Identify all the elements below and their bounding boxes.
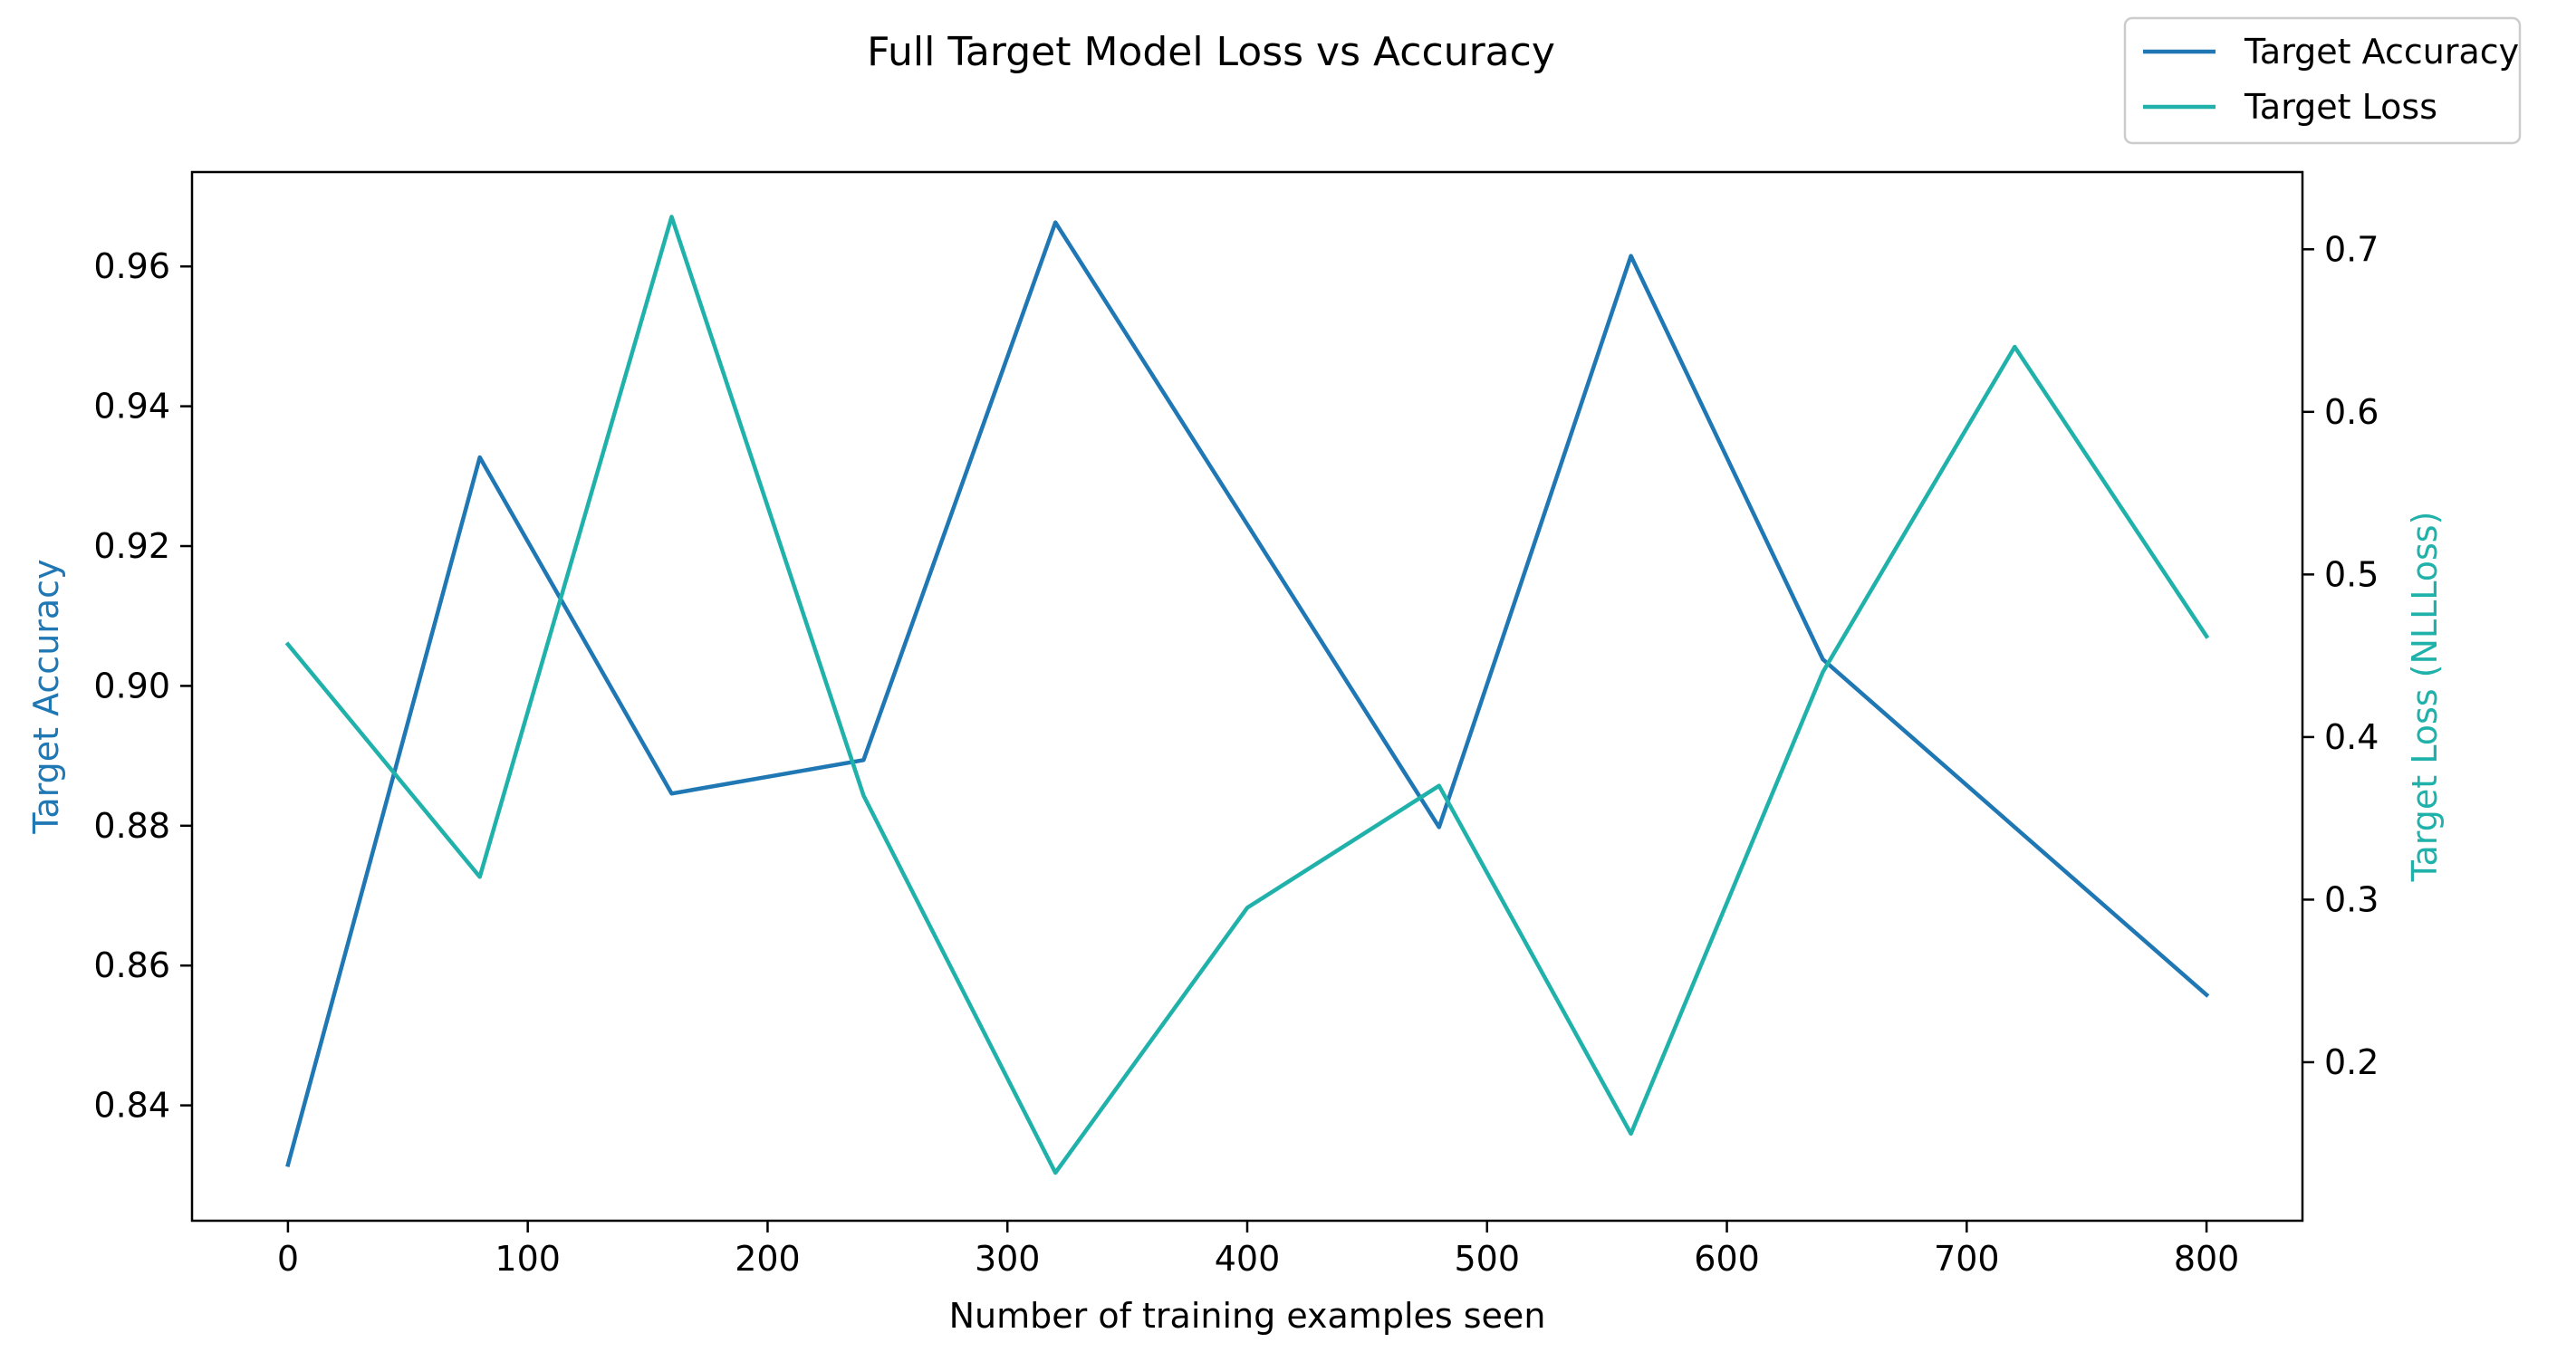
left-y-tick-label: 0.90: [93, 666, 170, 705]
left-y-axis-ticks: 0.84 0.86 0.88 0.90 0.92 0.94 0.96: [93, 246, 192, 1126]
left-y-tick-label: 0.92: [93, 526, 170, 566]
right-y-axis-ticks: 0.2 0.3 0.4 0.5 0.6 0.7: [2302, 229, 2379, 1082]
left-y-axis-label: Target Accuracy: [26, 559, 66, 834]
x-tick-label: 500: [1455, 1239, 1521, 1279]
right-y-tick-label: 0.2: [2324, 1042, 2379, 1082]
legend-entries: Target Accuracy Target Loss: [2143, 32, 2519, 127]
legend-label-target-accuracy: Target Accuracy: [2244, 32, 2519, 72]
series-group: [284, 215, 2210, 1175]
right-y-tick-label: 0.3: [2324, 879, 2379, 919]
x-tick-label: 100: [495, 1239, 561, 1279]
x-tick-label: 200: [735, 1239, 801, 1279]
chart-title: Full Target Model Loss vs Accuracy: [867, 29, 1555, 75]
right-y-axis-label: Target Loss (NLLLoss): [2405, 512, 2445, 883]
left-y-tick-label: 0.94: [93, 387, 170, 427]
series-line-target-loss: [284, 215, 2210, 1175]
left-y-tick-label: 0.88: [93, 806, 170, 846]
x-tick-label: 600: [1694, 1239, 1760, 1279]
left-y-tick-label: 0.96: [93, 246, 170, 286]
x-tick-label: 700: [1934, 1239, 2000, 1279]
x-axis-ticks: 0 100 200 300 400 500 600 700 800: [277, 1221, 2240, 1279]
x-tick-label: 400: [1215, 1239, 1281, 1279]
legend-frame: [2123, 16, 2522, 145]
right-y-tick-label: 0.6: [2324, 392, 2379, 432]
x-tick-label: 0: [277, 1239, 299, 1279]
left-y-tick-label: 0.84: [93, 1086, 170, 1126]
x-tick-label: 800: [2174, 1239, 2240, 1279]
right-y-tick-label: 0.4: [2324, 717, 2379, 757]
left-y-tick-label: 0.86: [93, 945, 170, 985]
x-tick-label: 300: [975, 1239, 1041, 1279]
right-y-tick-label: 0.5: [2324, 554, 2379, 594]
legend-label-target-loss: Target Loss: [2244, 87, 2437, 127]
series-line-target-accuracy: [285, 220, 2210, 1167]
x-axis-label: Number of training examples seen: [949, 1296, 1546, 1336]
right-y-tick-label: 0.7: [2324, 229, 2379, 269]
legend: Target Accuracy Target Loss: [2123, 16, 2522, 145]
plot-area-frame: [190, 170, 2304, 1223]
